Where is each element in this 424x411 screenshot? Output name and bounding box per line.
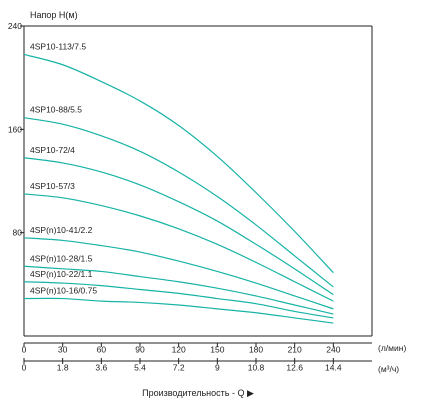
x-secondary-tick-label: 0 (22, 362, 27, 372)
y-tick-label: 80 (13, 228, 23, 238)
x-primary-tick-label: 0 (22, 344, 27, 354)
y-tick-label: 240 (8, 21, 22, 31)
series-label: 4SP(n)10-28/1.5 (30, 253, 93, 263)
x-secondary-tick-label: 7.2 (173, 362, 185, 372)
series-label: 4SP10-57/3 (30, 181, 75, 191)
pump-curves (23, 53, 334, 324)
x-secondary-tick-label: 5.4 (134, 362, 146, 372)
x-secondary-tick-label: 14.4 (325, 362, 342, 372)
x-primary-tick-label: 240 (326, 344, 340, 354)
pump-curve-4sp-n-10-16-0-75 (23, 297, 334, 324)
x-primary-tick-label: 60 (97, 344, 107, 354)
x-primary-tick-label: 30 (58, 344, 68, 354)
pump-curve-4sp10-88-5-5 (23, 117, 334, 288)
x-primary-tick-label: 180 (249, 344, 263, 354)
x-axis-primary-unit: (л/мин) (378, 343, 406, 353)
x-axis-title: Производительность - Q ▶ (142, 388, 254, 398)
x-secondary-tick-label: 3.6 (95, 362, 107, 372)
pump-curve-4sp10-72-4 (23, 157, 334, 296)
x-primary-tick-label: 120 (172, 344, 186, 354)
x-primary-tick-label: 90 (135, 344, 145, 354)
curve-labels: 4SP10-113/7.5 4SP10-88/5.5 4SP10-72/4 4SP10… (30, 41, 97, 295)
y-tick-label: 160 (8, 124, 22, 134)
series-label: 4SP(n)10-22/1.1 (30, 269, 93, 279)
pump-curve-4sp-n-10-41-2-2 (23, 237, 334, 310)
x-secondary-tick-label: 9 (215, 362, 220, 372)
series-label: 4SP(n)10-41/2.2 (30, 225, 93, 235)
x-secondary-tick-label: 1.8 (57, 362, 69, 372)
y-axis-label: Напор H(м) (30, 10, 78, 20)
series-label: 4SP10-113/7.5 (30, 41, 86, 51)
x-primary-tick-label: 210 (288, 344, 302, 354)
series-label: 4SP10-88/5.5 (30, 105, 82, 115)
x-secondary-tick-label: 12.6 (286, 362, 303, 372)
pump-curve-4sp-n-10-28-1-5 (23, 265, 334, 315)
pump-curve-4sp10-113-7-5 (23, 53, 334, 274)
x-primary-tick-label: 150 (210, 344, 224, 354)
x-axis-secondary-unit: (м³/ч) (378, 364, 399, 374)
pump-curve-4sp10-57-3 (23, 193, 334, 302)
x-secondary-tick-label: 10.8 (248, 362, 265, 372)
pump-curve-4sp-n-10-22-1-1 (23, 281, 334, 319)
series-label: 4SP10-72/4 (30, 145, 75, 155)
series-label: 4SP(n)10-16/0.75 (30, 286, 97, 296)
